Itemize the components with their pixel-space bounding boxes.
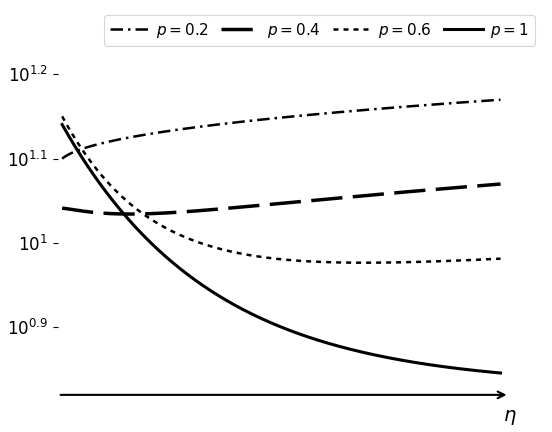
$p = 1$ [59, 122, 66, 127]
Line: $p = 0.6$: $p = 0.6$ [62, 116, 501, 263]
$p = 0.2$ [325, 111, 332, 116]
$p = 0.4$ [314, 197, 321, 203]
$p = 1$ [314, 337, 320, 342]
$p = 0.2$ [436, 102, 443, 107]
$p = 0.6$ [437, 259, 443, 264]
Legend: $p = 0.2$, $p = 0.4$, $p = 0.6$, $p = 1$: $p = 0.2$, $p = 0.4$, $p = 0.6$, $p = 1$ [104, 15, 535, 46]
$p = 0.4$ [86, 209, 92, 214]
$p = 0.4$ [497, 181, 504, 187]
$p = 0.6$ [392, 260, 399, 265]
$p = 0.4$ [437, 186, 443, 191]
$p = 1$ [497, 370, 504, 375]
$p = 1$ [436, 364, 443, 369]
$p = 0.6$ [314, 259, 320, 264]
$p = 0.6$ [325, 260, 332, 265]
$p = 0.4$ [59, 206, 66, 211]
Line: $p = 0.4$: $p = 0.4$ [62, 184, 501, 214]
$p = 0.2$ [314, 111, 320, 117]
$p = 1$ [338, 344, 345, 349]
$p = 0.4$ [127, 211, 134, 216]
$p = 0.6$ [59, 114, 66, 119]
$p = 0.6$ [338, 260, 345, 265]
Line: $p = 1$: $p = 1$ [62, 124, 501, 373]
$p = 1$ [86, 165, 92, 171]
$p = 1$ [325, 341, 332, 346]
$p = 0.4$ [392, 190, 399, 195]
$p = 0.2$ [86, 144, 92, 149]
$p = 0.6$ [86, 157, 92, 162]
Line: $p = 0.2$: $p = 0.2$ [62, 100, 501, 159]
$p = 1$ [391, 356, 398, 362]
$p = 0.6$ [361, 260, 368, 265]
$p = 0.4$ [339, 195, 346, 200]
$p = 0.2$ [59, 156, 66, 161]
$p = 0.2$ [391, 105, 398, 110]
$p = 0.6$ [497, 256, 504, 261]
$p = 0.2$ [338, 109, 345, 114]
Text: $\eta$: $\eta$ [502, 408, 516, 427]
$p = 0.4$ [326, 196, 332, 201]
$p = 0.2$ [497, 97, 504, 102]
